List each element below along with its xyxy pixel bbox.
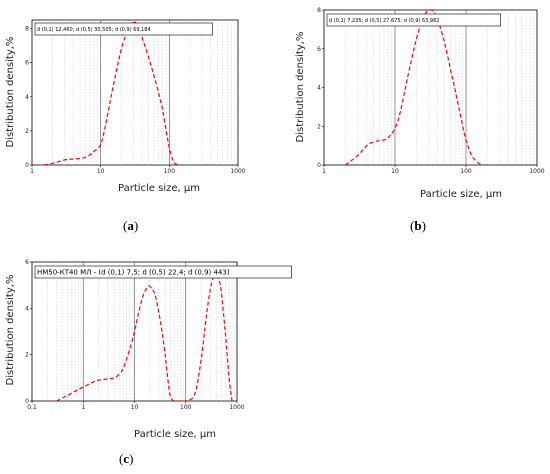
x-tick-label: 10	[97, 168, 105, 175]
chart-panel-c: 0,1 1 10 100 1000 0 2 4 6 НМ50-КТ40 МЛ - (d (0,…	[5, 259, 292, 466]
annotation-box: d (0,1) 12,460; d (0,5) 30,505; d (0,9) …	[34, 22, 213, 36]
y-tick-labels: 0 2 4 6 8	[317, 7, 324, 169]
annotation-text: d (0,1) 7,235; d (0,5) 27,675; d (0,9) 6…	[329, 18, 439, 24]
x-tick-label: 100	[180, 404, 192, 411]
panel-label: (c)	[119, 451, 133, 466]
annotation-text: d (0,1) 12,460; d (0,5) 30,505; d (0,9) …	[37, 27, 151, 33]
annotation-box: НМ50-КТ40 МЛ - (d (0,1) 7,5; d (0,5) 22,…	[34, 265, 292, 279]
y-tick-label: 8	[25, 26, 29, 33]
x-tick-labels: 1 10 100 1000	[30, 165, 246, 175]
x-tick-label: 0,1	[27, 404, 37, 411]
gridlines	[345, 10, 535, 165]
y-axis-label: Distribution density,%	[295, 32, 306, 143]
y-tick-label: 2	[25, 128, 29, 135]
x-tick-label: 1	[322, 168, 326, 175]
y-tick-label: 4	[25, 94, 29, 101]
y-axis-label: Distribution density,%	[5, 275, 16, 386]
x-tick-label: 10	[131, 404, 139, 411]
panel-label-letter: a	[127, 218, 134, 233]
x-tick-labels: 0,1 1 10 100 1000	[27, 401, 245, 411]
plot-frame	[323, 9, 538, 166]
annotation-text: НМ50-КТ40 МЛ - (d (0,1) 7,5; d (0,5) 22,…	[37, 268, 230, 276]
x-tick-label: 1000	[229, 404, 244, 411]
panel-label-close: )	[422, 218, 426, 233]
y-tick-labels: 0 2 4 6 8	[25, 26, 32, 169]
y-tick-label: 4	[25, 305, 29, 312]
x-tick-label: 10	[391, 168, 399, 175]
distribution-curve	[43, 21, 180, 166]
distribution-curve	[345, 9, 485, 166]
y-tick-label: 2	[317, 123, 321, 130]
panel-label-close: )	[134, 218, 138, 233]
y-tick-label: 8	[317, 7, 321, 14]
panel-label: (a)	[123, 218, 138, 233]
x-tick-label: 1000	[230, 168, 245, 175]
y-tick-label: 0	[25, 162, 29, 169]
panel-label-letter: c	[123, 451, 129, 466]
chart-panel-b: 1 10 100 1000 0 2 4 6 8 d (0,1) 7,235; d (0,5) …	[295, 7, 545, 233]
distribution-curve	[56, 274, 233, 402]
y-tick-label: 6	[25, 60, 29, 67]
panel-label-open: (	[119, 451, 123, 466]
x-tick-label: 1000	[529, 168, 544, 175]
y-axis-label: Distribution density,%	[5, 37, 16, 148]
y-tick-label: 2	[25, 352, 29, 359]
x-tick-label: 100	[460, 168, 472, 175]
x-tick-label: 1	[30, 168, 34, 175]
plot-frame	[31, 19, 239, 166]
annotation-box: d (0,1) 7,235; d (0,5) 27,675; d (0,9) 6…	[326, 13, 502, 27]
x-axis-label: Particle size, μm	[420, 189, 502, 200]
panel-label-open: (	[410, 218, 414, 233]
y-tick-label: 0	[317, 162, 321, 169]
x-axis-label: Particle size, μm	[134, 429, 216, 440]
x-tick-label: 100	[164, 168, 176, 175]
panel-label-close: )	[129, 451, 133, 466]
x-axis-label: Particle size, μm	[118, 183, 200, 194]
chart-panel-a: 1 10 100 1000 0 2 4 6 8 d (0,1) 12,460; d (0,5)…	[5, 19, 246, 233]
gridlines	[52, 20, 236, 165]
x-tick-labels: 1 10 100 1000	[322, 165, 545, 175]
gridlines	[47, 262, 235, 401]
y-tick-label: 0	[25, 398, 29, 405]
y-tick-label: 6	[317, 46, 321, 53]
panel-label: (b)	[410, 218, 426, 233]
y-tick-labels: 0 2 4 6	[25, 259, 32, 405]
panel-label-open: (	[123, 218, 127, 233]
x-tick-label: 1	[81, 404, 85, 411]
y-tick-label: 4	[317, 85, 321, 92]
y-tick-label: 6	[25, 259, 29, 266]
panel-label-letter: b	[414, 218, 421, 233]
